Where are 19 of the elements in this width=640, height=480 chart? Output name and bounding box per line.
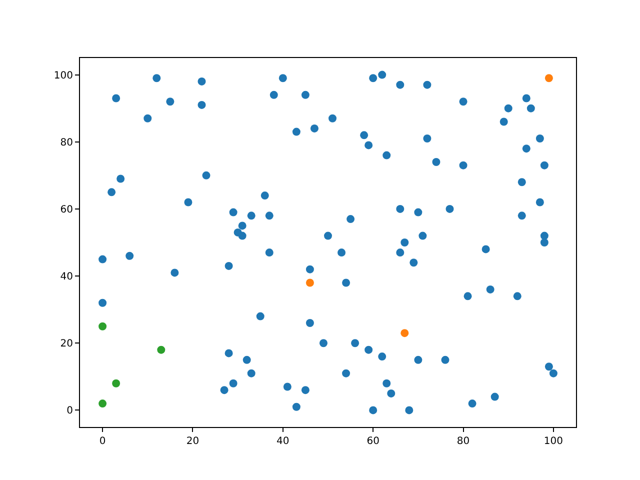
y-tick-label: 80 (60, 137, 73, 148)
x-tick-label: 40 (276, 436, 290, 447)
y-tick-label: 0 (66, 406, 73, 417)
x-tick-label: 100 (544, 436, 563, 447)
point (400, 329, 409, 338)
x-tick-label: 20 (186, 436, 200, 447)
y-tick-label: 100 (54, 70, 73, 82)
point (157, 346, 166, 354)
y-tick-label: 60 (60, 204, 73, 216)
y-tick-label: 20 (60, 338, 73, 350)
x-tick-label: 80 (456, 436, 470, 447)
x-tick-label: 0 (99, 436, 106, 447)
x-tick-label: 60 (366, 436, 380, 447)
point (98, 400, 107, 408)
point (544, 74, 553, 82)
y-tick-label: 40 (60, 272, 73, 283)
point (98, 322, 107, 330)
point (306, 278, 314, 287)
point (112, 379, 120, 388)
